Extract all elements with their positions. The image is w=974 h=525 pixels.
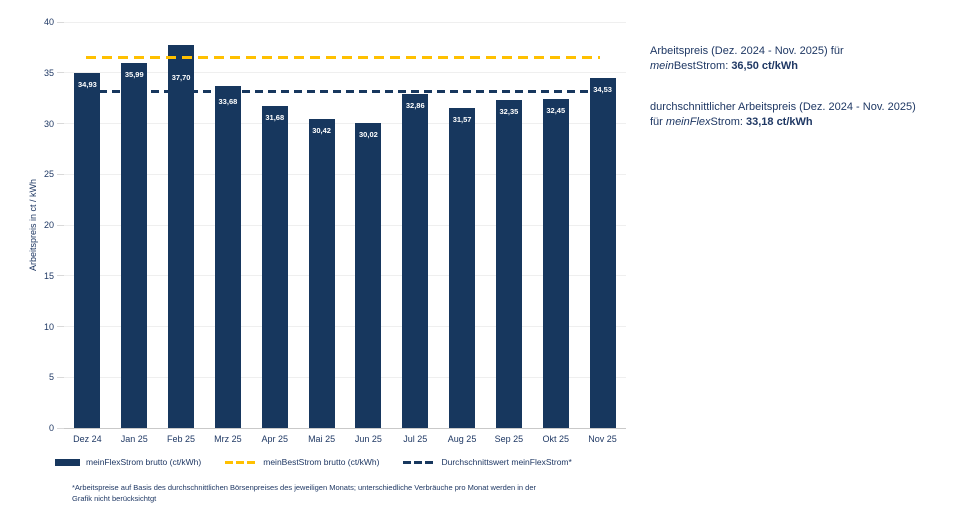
legend-label: meinFlexStrom brutto (ct/kWh) <box>86 457 202 467</box>
y-tick-mark <box>57 376 64 378</box>
bar-value-label: 34,53 <box>593 84 612 94</box>
bar <box>402 94 429 428</box>
y-tick-label: 30 <box>43 118 54 129</box>
bar-value-label: 31,68 <box>265 113 285 123</box>
y-tick-label: 20 <box>43 220 54 230</box>
beststrom-text-mid: BestStrom: <box>673 60 732 72</box>
y-gridline <box>64 224 626 226</box>
footnote-line-2: Grafik nicht berücksichtgt <box>72 494 157 503</box>
flexstrom-brand-italic: meinFlex <box>665 116 711 128</box>
y-gridline <box>64 275 626 277</box>
legend-label: meinBestStrom brutto (ct/kWh) <box>263 457 380 467</box>
y-tick-label: 5 <box>48 372 54 383</box>
flexstrom-text-mid: Strom: <box>710 116 746 128</box>
legend-dashed-swatch <box>225 460 258 464</box>
y-tick-label: 25 <box>43 169 54 180</box>
legend-solid-swatch <box>55 458 80 466</box>
y-tick-mark <box>57 72 64 74</box>
annotation-flexstrom: durchschnittlicher Arbeitspreis (Dez. 20… <box>650 100 916 130</box>
y-gridline <box>64 376 626 378</box>
beststrom-price-value: 36,50 ct/kWh <box>731 60 798 72</box>
x-axis-label: Sep 25 <box>494 434 524 444</box>
x-axis-label: Mrz 25 <box>214 434 242 444</box>
y-gridline <box>64 427 626 429</box>
y-tick-mark <box>57 173 64 175</box>
legend-item: meinBestStrom brutto (ct/kWh) <box>225 457 379 467</box>
y-tick-label: 40 <box>43 17 54 27</box>
x-axis-label: Apr 25 <box>261 434 288 444</box>
y-gridline <box>64 21 626 23</box>
flexstrom-price-value: 33,18 ct/kWh <box>745 116 813 128</box>
chart-footnote: *Arbeitspreise auf Basis des durchschnit… <box>72 482 652 504</box>
bar <box>449 107 476 428</box>
bar <box>121 62 148 428</box>
flexstrom-text-pre: für <box>650 116 666 128</box>
x-axis-label: Jan 25 <box>120 434 148 444</box>
bar <box>589 77 616 428</box>
y-tick-mark <box>57 275 64 277</box>
legend-item: Durchschnittswert meinFlexStrom* <box>403 457 572 467</box>
y-gridline <box>64 173 626 175</box>
bar <box>214 86 241 428</box>
bar <box>355 123 382 428</box>
x-axis-label: Nov 25 <box>588 434 617 444</box>
y-gridline <box>64 123 626 124</box>
legend-dashed-swatch <box>403 460 436 464</box>
bar-value-label: 33,68 <box>218 97 238 107</box>
x-axis-label: Dez 24 <box>73 434 102 444</box>
y-tick-label: 0 <box>48 423 54 433</box>
y-tick-mark <box>57 326 64 327</box>
bar-value-label: 31,57 <box>452 114 472 124</box>
legend-item: meinFlexStrom brutto (ct/kWh) <box>55 457 201 467</box>
beststrom-text-line1: Arbeitspreis (Dez. 2024 - Nov. 2025) für <box>650 45 844 57</box>
y-tick-label: 10 <box>43 321 54 332</box>
y-gridline <box>64 72 626 74</box>
y-gridline <box>64 326 626 327</box>
reference-line-beststrom <box>86 56 600 60</box>
beststrom-brand-italic: mein <box>650 60 674 72</box>
x-axis-label: Okt 25 <box>542 434 569 444</box>
legend: meinFlexStrom brutto (ct/kWh) meinBestStr… <box>55 457 572 467</box>
x-axis-label: Jun 25 <box>354 434 382 444</box>
bar <box>542 98 569 428</box>
y-tick-mark <box>57 427 64 429</box>
bar-value-label: 32,45 <box>546 105 566 115</box>
y-axis-title: Arbeitspreis in ct / kWh <box>28 178 38 272</box>
bar-value-label: 30,02 <box>359 130 378 140</box>
bar-value-label: 37,70 <box>171 73 191 83</box>
x-axis-label: Aug 25 <box>447 434 477 444</box>
plot-area: 0 5 10 15 20 25 30 35 40 34,93 Dez 24 35,99 Jan 25 37… <box>43 17 626 444</box>
bar-value-label: 30,42 <box>312 126 331 136</box>
y-tick-mark <box>57 224 64 226</box>
x-axis-label: Mai 25 <box>308 434 336 444</box>
legend-label: Durchschnittswert meinFlexStrom* <box>441 457 572 467</box>
bar-value-label: 32,35 <box>499 106 519 116</box>
footnote-line-1: *Arbeitspreise auf Basis des durchschnit… <box>72 483 537 492</box>
bar-value-label: 35,99 <box>124 69 144 79</box>
x-axis-label: Feb 25 <box>167 434 196 444</box>
annotation-beststrom: Arbeitspreis (Dez. 2024 - Nov. 2025) für… <box>650 44 916 74</box>
bar <box>495 99 522 428</box>
annotations-panel: Arbeitspreis (Dez. 2024 - Nov. 2025) für… <box>650 44 916 130</box>
flexstrom-text-line1: durchschnittlicher Arbeitspreis (Dez. 20… <box>650 101 916 113</box>
bar <box>308 119 335 428</box>
y-tick-label: 35 <box>43 67 54 78</box>
y-tick-mark <box>57 21 64 23</box>
x-axis-label: Jul 25 <box>403 434 428 444</box>
bar-value-label: 34,93 <box>78 80 97 90</box>
bar <box>74 73 101 428</box>
bar <box>261 106 288 428</box>
bar-value-label: 32,86 <box>405 101 425 111</box>
bar <box>168 45 195 428</box>
y-tick-mark <box>57 123 64 124</box>
y-tick-label: 15 <box>43 270 54 281</box>
reference-line-durchschnitt <box>86 89 588 93</box>
